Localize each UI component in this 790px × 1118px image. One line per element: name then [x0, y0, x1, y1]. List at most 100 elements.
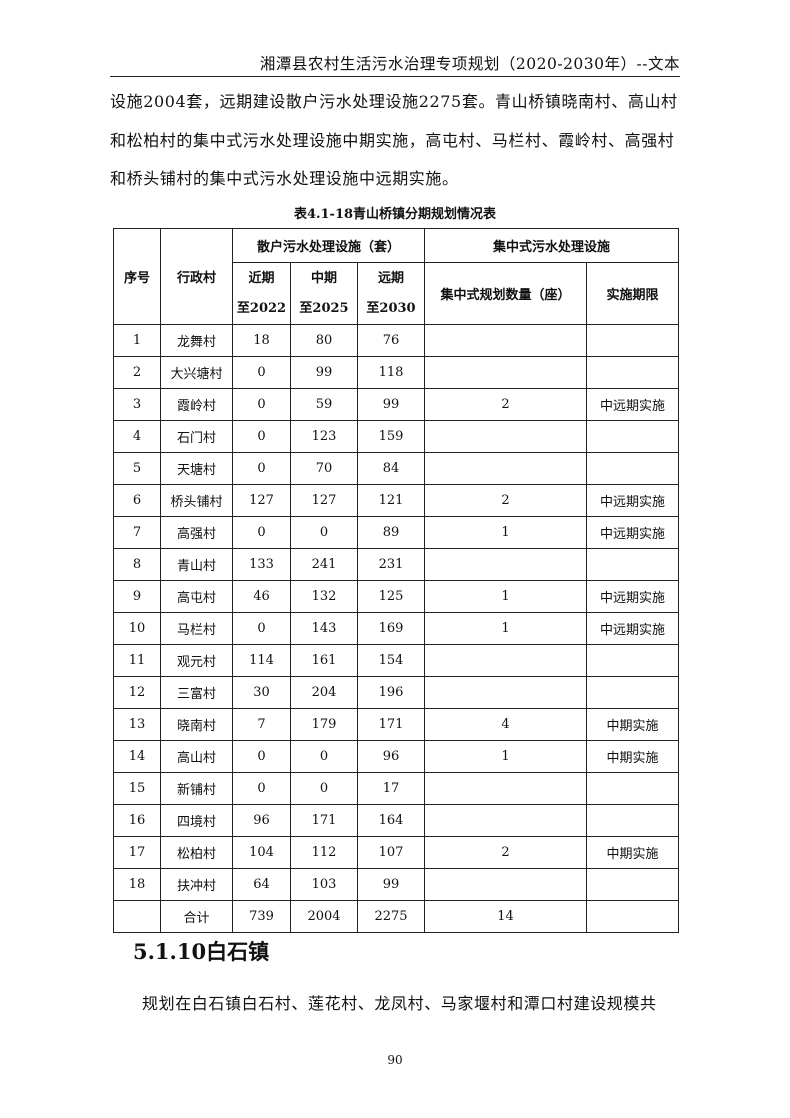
cell-near: 739 [232, 900, 291, 933]
header-period: 实施期限 [586, 262, 679, 325]
cell-mid: 99 [290, 356, 358, 389]
cell-period [586, 804, 679, 837]
cell-near: 133 [232, 548, 291, 581]
cell-mid: 2004 [290, 900, 358, 933]
cell-no: 2 [113, 356, 161, 389]
cell-mid: 127 [290, 484, 358, 517]
cell-village: 高屯村 [160, 580, 233, 613]
cell-far: 99 [357, 388, 425, 421]
header-scattered: 散户污水处理设施（套） [232, 228, 425, 263]
cell-period: 中远期实施 [586, 612, 679, 645]
cell-mid: 0 [290, 772, 358, 805]
cell-near: 0 [232, 740, 291, 773]
cell-village: 桥头铺村 [160, 484, 233, 517]
cell-village: 天塘村 [160, 452, 233, 485]
cell-far: 171 [357, 708, 425, 741]
section-heading: 5.1.10白石镇 [133, 939, 270, 964]
page-number: 90 [387, 1053, 403, 1067]
cell-mid: 123 [290, 420, 358, 453]
cell-far: 17 [357, 772, 425, 805]
cell-count [424, 772, 587, 805]
cell-near: 30 [232, 676, 291, 709]
cell-period [586, 548, 679, 581]
cell-village: 马栏村 [160, 612, 233, 645]
header-village: 行政村 [160, 228, 233, 325]
cell-count [424, 452, 587, 485]
cell-count [424, 868, 587, 901]
cell-far: 76 [357, 324, 425, 357]
cell-village: 高强村 [160, 516, 233, 549]
cell-near: 7 [232, 708, 291, 741]
cell-village: 龙舞村 [160, 324, 233, 357]
cell-period: 中远期实施 [586, 580, 679, 613]
cell-mid: 171 [290, 804, 358, 837]
cell-near: 96 [232, 804, 291, 837]
cell-far: 169 [357, 612, 425, 645]
cell-mid: 70 [290, 452, 358, 485]
cell-count [424, 644, 587, 677]
cell-no: 3 [113, 388, 161, 421]
cell-mid: 241 [290, 548, 358, 581]
cell-near: 64 [232, 868, 291, 901]
table-row: 15 新铺村 0 0 17 [113, 772, 679, 805]
table-row: 13 晓南村 7 179 171 4 中期实施 [113, 708, 679, 741]
header-mid: 中期 至2025 [290, 262, 358, 325]
cell-village: 石门村 [160, 420, 233, 453]
cell-no: 7 [113, 516, 161, 549]
cell-village: 新铺村 [160, 772, 233, 805]
cell-mid: 132 [290, 580, 358, 613]
header-near: 近期 至2022 [232, 262, 291, 325]
cell-count: 1 [424, 516, 587, 549]
cell-village: 青山村 [160, 548, 233, 581]
cell-period [586, 644, 679, 677]
table-row: 9 高屯村 46 132 125 1 中远期实施 [113, 580, 679, 613]
phase-plan-table: 序号 行政村 散户污水处理设施（套） 集中式污水处理设施 近期 至2022 中期至… [113, 228, 679, 933]
cell-mid: 80 [290, 324, 358, 357]
cell-near: 18 [232, 324, 291, 357]
header-far: 远期 至2030 [357, 262, 425, 325]
cell-no: 15 [113, 772, 161, 805]
cell-count [424, 420, 587, 453]
cell-near: 46 [232, 580, 291, 613]
table-row: 1 龙舞村 18 80 76 [113, 324, 679, 357]
cell-no: 6 [113, 484, 161, 517]
header-central: 集中式污水处理设施 [424, 228, 679, 263]
cell-far: 2275 [357, 900, 425, 933]
cell-count: 1 [424, 612, 587, 645]
cell-far: 84 [357, 452, 425, 485]
cell-village: 晓南村 [160, 708, 233, 741]
cell-village: 高山村 [160, 740, 233, 773]
cell-near: 127 [232, 484, 291, 517]
cell-no: 16 [113, 804, 161, 837]
cell-period: 中远期实施 [586, 516, 679, 549]
cell-village: 大兴塘村 [160, 356, 233, 389]
cell-period [586, 420, 679, 453]
table-row: 11 观元村 114 161 154 [113, 644, 679, 677]
cell-count: 2 [424, 484, 587, 517]
cell-no: 18 [113, 868, 161, 901]
table-row: 5 天塘村 0 70 84 [113, 452, 679, 485]
cell-near: 104 [232, 836, 291, 869]
table-caption: 表4.1-18青山桥镇分期规划情况表 [293, 207, 497, 222]
cell-period [586, 868, 679, 901]
table-row: 14 高山村 0 0 96 1 中期实施 [113, 740, 679, 773]
cell-period: 中期实施 [586, 708, 679, 741]
cell-no: 14 [113, 740, 161, 773]
cell-mid: 112 [290, 836, 358, 869]
table-row: 7 高强村 0 0 89 1 中远期实施 [113, 516, 679, 549]
cell-far: 107 [357, 836, 425, 869]
cell-village: 观元村 [160, 644, 233, 677]
cell-no: 5 [113, 452, 161, 485]
cell-village: 扶冲村 [160, 868, 233, 901]
cell-near: 0 [232, 612, 291, 645]
cell-no: 12 [113, 676, 161, 709]
cell-period [586, 772, 679, 805]
cell-far: 154 [357, 644, 425, 677]
cell-count [424, 356, 587, 389]
body-paragraph-2: 规划在白石镇白石村、莲花村、龙凤村、马家堰村和潭口村建设规模共 [142, 994, 657, 1013]
cell-near: 0 [232, 516, 291, 549]
cell-no: 1 [113, 324, 161, 357]
header-count: 集中式规划数量（座） [424, 262, 587, 325]
cell-village: 松柏村 [160, 836, 233, 869]
cell-mid: 204 [290, 676, 358, 709]
